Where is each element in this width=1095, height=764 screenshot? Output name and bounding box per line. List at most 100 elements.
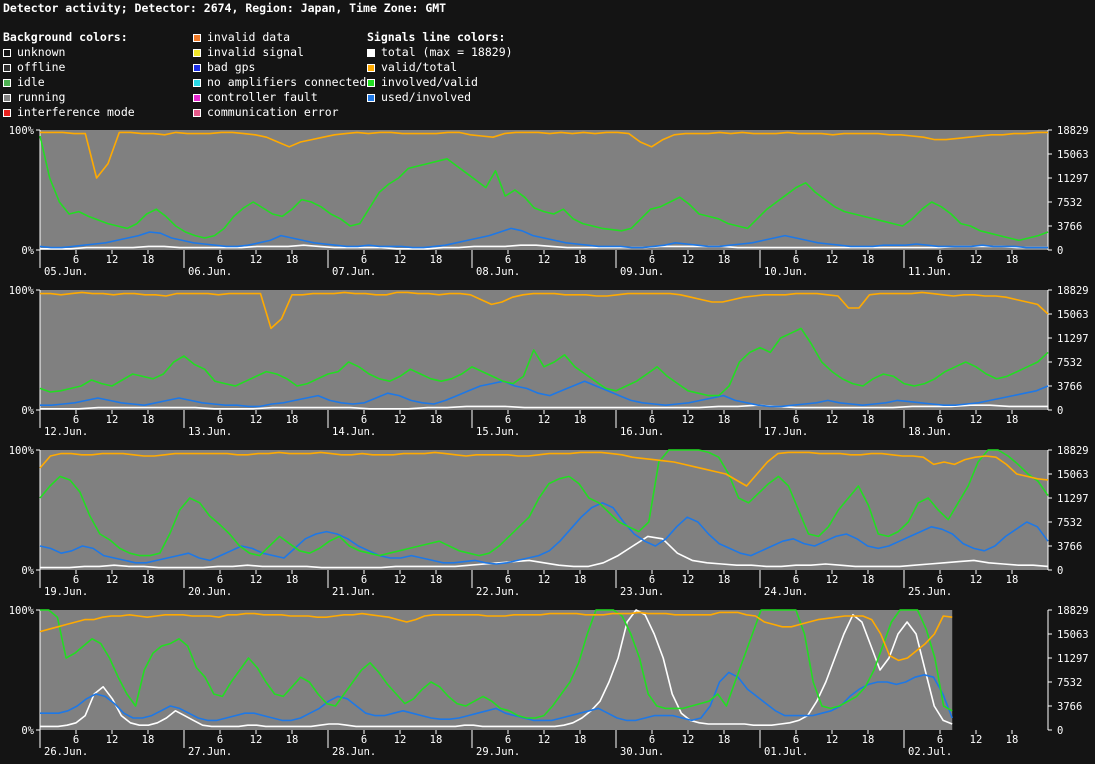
involved-valid-series-line [40, 609, 953, 719]
legend-background-heading: Background colors: [3, 30, 128, 44]
hour-tick-label: 18 [862, 414, 875, 426]
day-label: 11.Jun. [908, 266, 952, 278]
hour-tick-label: 6 [505, 254, 511, 266]
hour-tick-label: 6 [793, 734, 799, 746]
legend-label: interference mode [17, 105, 135, 119]
legend-label: no amplifiers connected [207, 75, 367, 89]
total-series-line [40, 404, 1048, 410]
hour-tick-label: 6 [73, 414, 79, 426]
legend-item-controller-fault: controller fault [193, 90, 366, 105]
hour-tick-label: 12 [538, 734, 551, 746]
legend-item-used-involved: used/involved [367, 90, 513, 105]
hour-tick-label: 6 [505, 734, 511, 746]
legend-label: running [17, 90, 66, 104]
left-axis-label: 0% [21, 565, 34, 577]
hour-tick-label: 6 [217, 734, 223, 746]
day-label: 17.Jun. [764, 426, 808, 438]
hour-tick-label: 12 [826, 414, 839, 426]
left-axis-label: 0% [21, 405, 34, 417]
hour-tick-label: 18 [574, 734, 587, 746]
day-label: 13.Jun. [188, 426, 232, 438]
day-label: 12.Jun. [44, 426, 88, 438]
hour-tick-label: 12 [970, 254, 983, 266]
left-axis-label: 0% [21, 725, 34, 737]
day-label: 19.Jun. [44, 586, 88, 598]
right-axis-label: 18829 [1057, 285, 1089, 297]
hour-tick-label: 18 [430, 254, 443, 266]
legend-label: controller fault [207, 90, 318, 104]
right-axis-label: 18829 [1057, 445, 1089, 457]
hour-tick-label: 12 [826, 574, 839, 586]
day-label: 08.Jun. [476, 266, 520, 278]
hour-tick-label: 18 [862, 574, 875, 586]
involved-valid-series-line [39, 449, 1049, 557]
total-series-line [40, 609, 953, 728]
day-label: 21.Jun. [332, 586, 376, 598]
hour-tick-label: 6 [217, 254, 223, 266]
hour-tick-label: 6 [649, 254, 655, 266]
right-axis-label: 3766 [1057, 541, 1082, 553]
day-label: 18.Jun. [908, 426, 952, 438]
right-axis-label: 3766 [1057, 381, 1082, 393]
hour-tick-label: 6 [649, 734, 655, 746]
valid-total-series-line [40, 131, 1048, 179]
hour-tick-label: 18 [718, 254, 731, 266]
hour-tick-label: 12 [394, 254, 407, 266]
hour-tick-label: 18 [574, 574, 587, 586]
involved-valid-series-line [39, 135, 1049, 242]
day-label: 01.Jul. [764, 746, 808, 758]
legend-label: involved/valid [381, 75, 478, 89]
right-axis-label: 11297 [1057, 173, 1089, 185]
hour-tick-label: 18 [1006, 734, 1019, 746]
right-axis-label: 15063 [1057, 309, 1089, 321]
right-axis-label: 7532 [1057, 677, 1082, 689]
involved-valid-series-line [39, 327, 1049, 397]
hour-tick-label: 18 [142, 734, 155, 746]
left-axis-label: 100% [9, 125, 35, 137]
hour-tick-label: 6 [361, 254, 367, 266]
hour-tick-label: 12 [538, 254, 551, 266]
legend-item-no-amplifiers: no amplifiers connected [193, 75, 366, 90]
total-swatch [367, 48, 375, 57]
hour-tick-label: 6 [937, 414, 943, 426]
hour-tick-label: 18 [718, 414, 731, 426]
hour-tick-label: 12 [106, 254, 119, 266]
total-series-line [40, 244, 1048, 250]
hour-tick-label: 12 [682, 254, 695, 266]
legend-background-col2: invalid data invalid signal bad gps no a… [193, 30, 366, 120]
day-label: 10.Jun. [764, 266, 808, 278]
right-axis-label: 15063 [1057, 469, 1089, 481]
hour-tick-label: 18 [286, 734, 299, 746]
used-involved-series-line [39, 227, 1048, 249]
communication-error-swatch [193, 108, 201, 117]
hour-tick-label: 12 [394, 574, 407, 586]
legend-label: bad gps [207, 60, 256, 74]
hour-tick-label: 6 [361, 414, 367, 426]
right-axis-label: 11297 [1057, 333, 1089, 345]
day-label: 28.Jun. [332, 746, 376, 758]
invalid-data-swatch [193, 33, 201, 42]
right-axis-label: 0 [1057, 725, 1063, 737]
used-involved-series-line [40, 671, 953, 722]
hour-tick-label: 12 [250, 254, 263, 266]
left-axis-label: 100% [9, 445, 35, 457]
legend-item-offline: offline [3, 60, 135, 75]
legend-item-unknown: unknown [3, 45, 135, 60]
legend-item-idle: idle [3, 75, 135, 90]
hour-tick-label: 18 [718, 574, 731, 586]
hour-tick-label: 12 [538, 414, 551, 426]
hour-tick-label: 6 [793, 574, 799, 586]
hour-tick-label: 12 [826, 254, 839, 266]
right-axis-label: 15063 [1057, 629, 1089, 641]
hour-tick-label: 18 [142, 254, 155, 266]
hour-tick-label: 6 [649, 574, 655, 586]
legend-item-invalid-signal: invalid signal [193, 45, 366, 60]
hour-tick-label: 12 [970, 734, 983, 746]
hour-tick-label: 12 [682, 574, 695, 586]
hour-tick-label: 12 [106, 574, 119, 586]
valid-total-series-line [40, 291, 1049, 330]
day-label: 09.Jun. [620, 266, 664, 278]
day-label: 23.Jun. [620, 586, 664, 598]
right-axis-label: 7532 [1057, 197, 1082, 209]
hour-tick-label: 18 [1006, 574, 1019, 586]
